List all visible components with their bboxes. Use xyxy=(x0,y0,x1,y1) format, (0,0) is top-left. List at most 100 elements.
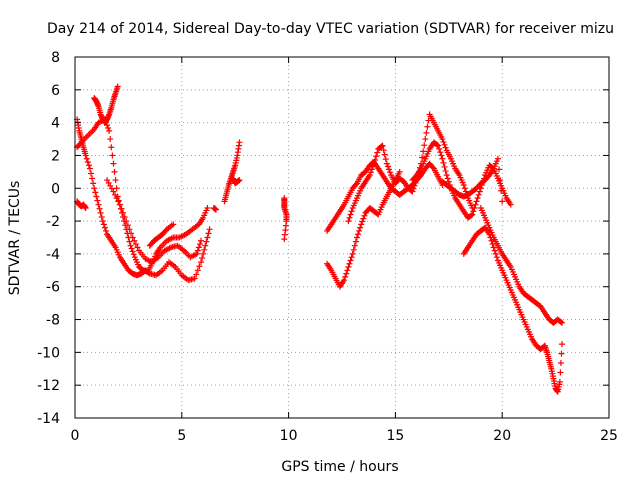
data-point xyxy=(439,155,446,162)
data-point xyxy=(92,189,99,196)
data-point xyxy=(475,191,482,198)
data-point xyxy=(121,213,128,220)
data-point xyxy=(359,218,366,225)
data-point xyxy=(110,188,117,195)
x-tick-label: 20 xyxy=(493,428,511,444)
data-point xyxy=(126,226,133,233)
data-point xyxy=(412,179,419,186)
data-point xyxy=(441,163,448,170)
data-point xyxy=(421,142,428,149)
series-track-C xyxy=(74,198,89,211)
data-point xyxy=(109,152,116,159)
data-point xyxy=(191,275,198,282)
data-point xyxy=(460,181,467,188)
data-point xyxy=(112,191,119,198)
data-point xyxy=(203,238,210,245)
data-point xyxy=(196,241,203,248)
data-point xyxy=(348,254,355,261)
data-point xyxy=(437,149,444,156)
data-point xyxy=(411,182,418,189)
data-point xyxy=(383,160,390,167)
x-tick-label: 0 xyxy=(71,428,80,444)
data-point xyxy=(350,246,357,253)
data-point xyxy=(420,148,427,155)
data-point xyxy=(347,257,354,264)
data-point xyxy=(132,241,139,248)
data-point xyxy=(361,212,368,219)
data-point xyxy=(89,175,96,182)
data-point xyxy=(205,230,212,237)
y-tick-label: -12 xyxy=(37,378,60,394)
data-point xyxy=(429,164,436,171)
data-point xyxy=(236,177,243,184)
data-point xyxy=(85,162,92,169)
data-point xyxy=(493,254,500,261)
data-point xyxy=(349,250,356,257)
data-point xyxy=(124,222,131,229)
series-track-L xyxy=(324,168,403,290)
data-point xyxy=(198,237,205,244)
data-point xyxy=(107,136,114,143)
data-point xyxy=(476,188,483,195)
data-point xyxy=(434,141,441,148)
data-point xyxy=(341,277,348,284)
data-point xyxy=(558,350,565,357)
data-point xyxy=(442,144,449,151)
data-point xyxy=(120,209,127,216)
data-point xyxy=(436,145,443,152)
data-point xyxy=(360,215,367,222)
series-track-P xyxy=(460,224,548,353)
y-tick-label: -14 xyxy=(37,411,60,427)
data-point xyxy=(435,142,442,149)
data-point xyxy=(351,242,358,249)
data-point xyxy=(110,160,117,167)
data-point xyxy=(498,187,505,194)
data-point xyxy=(382,156,389,163)
data-point xyxy=(441,141,448,148)
series-track-M xyxy=(345,111,476,225)
data-point xyxy=(490,244,497,251)
series-track-E xyxy=(104,177,205,266)
data-point xyxy=(90,180,97,187)
data-point xyxy=(97,209,104,216)
data-point xyxy=(353,234,360,241)
data-point xyxy=(369,163,376,170)
data-point xyxy=(93,193,100,200)
data-point xyxy=(557,360,564,367)
data-point xyxy=(559,341,566,348)
data-point xyxy=(345,218,352,225)
data-point xyxy=(129,234,136,241)
data-point xyxy=(114,83,121,90)
y-tick-label: -8 xyxy=(46,313,60,329)
series-track-D xyxy=(91,83,121,126)
data-point xyxy=(88,170,95,177)
y-tick-label: 2 xyxy=(51,148,60,164)
data-point xyxy=(440,159,447,166)
series-track-R xyxy=(541,341,566,395)
data-point xyxy=(128,245,135,252)
series-track-J xyxy=(281,195,290,243)
data-point xyxy=(201,246,208,253)
series-track-A xyxy=(74,116,211,275)
data-point xyxy=(83,155,90,162)
data-point xyxy=(491,247,498,254)
data-point xyxy=(100,221,107,228)
data-point xyxy=(204,204,211,211)
data-point xyxy=(357,224,364,231)
data-point xyxy=(106,127,113,134)
data-point xyxy=(115,198,122,205)
data-point xyxy=(385,166,392,173)
data-point xyxy=(358,221,365,228)
data-point xyxy=(105,124,112,131)
data-point xyxy=(193,271,200,278)
y-axis-title: SDTVAR / TECUs xyxy=(7,181,23,296)
data-point xyxy=(368,166,375,173)
data-point xyxy=(199,255,206,262)
data-point xyxy=(111,168,118,175)
data-point xyxy=(126,238,133,245)
data-point xyxy=(424,123,431,130)
data-point xyxy=(380,147,387,154)
data-point xyxy=(367,169,374,176)
data-point xyxy=(236,139,243,146)
